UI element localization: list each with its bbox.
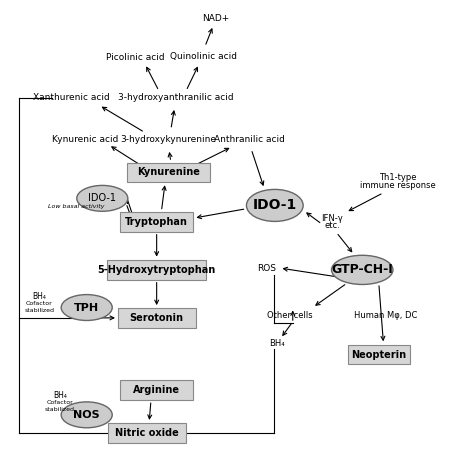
Text: NOS: NOS xyxy=(73,410,100,420)
Text: 5-Hydroxytryptophan: 5-Hydroxytryptophan xyxy=(98,265,216,275)
Text: Kynurenine: Kynurenine xyxy=(137,168,200,177)
Ellipse shape xyxy=(61,402,112,428)
Ellipse shape xyxy=(246,189,303,221)
Text: BH₄: BH₄ xyxy=(53,390,67,400)
Text: BH₄: BH₄ xyxy=(33,292,46,301)
Text: stabilized: stabilized xyxy=(25,308,55,313)
FancyBboxPatch shape xyxy=(120,380,193,400)
Text: GTP-CH-I: GTP-CH-I xyxy=(331,263,393,277)
Text: Cofactor: Cofactor xyxy=(26,301,53,306)
Text: ROS: ROS xyxy=(257,263,276,272)
Text: IDO-1: IDO-1 xyxy=(253,198,297,212)
FancyBboxPatch shape xyxy=(118,308,196,328)
Text: Kynurenic acid: Kynurenic acid xyxy=(52,135,118,143)
Text: stabilized: stabilized xyxy=(45,407,75,412)
Text: Picolinic acid: Picolinic acid xyxy=(106,53,164,62)
Text: IDO-1: IDO-1 xyxy=(88,194,116,203)
Text: etc.: etc. xyxy=(325,221,340,230)
Text: Arginine: Arginine xyxy=(133,385,180,396)
Text: TPH: TPH xyxy=(74,303,99,312)
Text: NAD+: NAD+ xyxy=(202,14,229,23)
Text: Serotonin: Serotonin xyxy=(130,313,183,323)
Text: IFN-γ: IFN-γ xyxy=(321,214,343,223)
FancyBboxPatch shape xyxy=(348,345,410,364)
FancyBboxPatch shape xyxy=(108,423,186,443)
Text: Low basal activity: Low basal activity xyxy=(48,204,105,209)
FancyBboxPatch shape xyxy=(107,260,206,280)
Text: Th1-type: Th1-type xyxy=(379,173,417,182)
Text: 3-hydroxyanthranilic acid: 3-hydroxyanthranilic acid xyxy=(118,93,233,102)
Text: Xanthurenic acid: Xanthurenic acid xyxy=(33,93,110,102)
FancyBboxPatch shape xyxy=(120,212,193,232)
Text: Anthranilic acid: Anthranilic acid xyxy=(214,135,285,143)
FancyBboxPatch shape xyxy=(127,162,210,182)
Text: Tryptophan: Tryptophan xyxy=(125,217,188,227)
Ellipse shape xyxy=(331,255,393,285)
Text: Nitric oxide: Nitric oxide xyxy=(115,428,179,438)
Ellipse shape xyxy=(77,185,128,211)
Text: BH₄: BH₄ xyxy=(269,339,285,348)
Ellipse shape xyxy=(61,295,112,320)
Text: 3-hydroxykynurenine: 3-hydroxykynurenine xyxy=(120,135,217,143)
Text: Other cells: Other cells xyxy=(267,311,313,320)
Text: immune response: immune response xyxy=(360,181,436,190)
Text: Neopterin: Neopterin xyxy=(351,350,406,360)
Text: Cofactor: Cofactor xyxy=(46,400,73,405)
Text: Quinolinic acid: Quinolinic acid xyxy=(171,52,237,61)
Text: Human Mφ, DC: Human Mφ, DC xyxy=(354,311,418,320)
